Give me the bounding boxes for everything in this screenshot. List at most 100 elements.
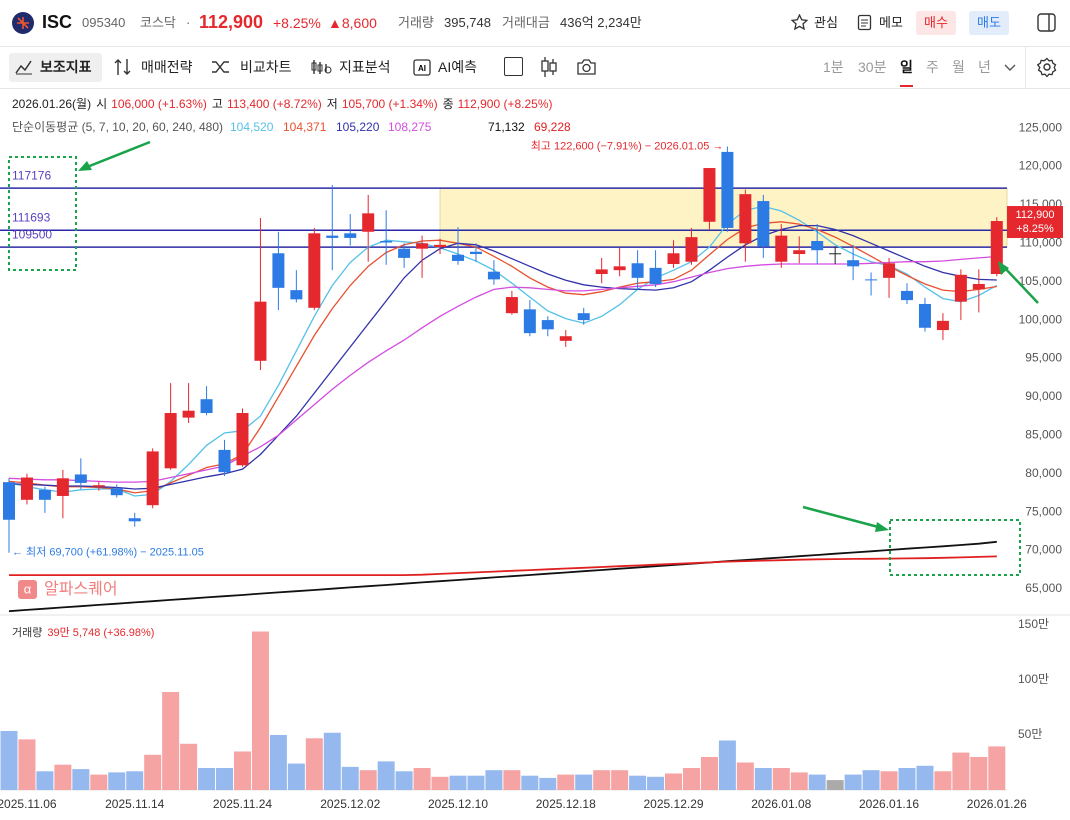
y-tick-label: 70,000 bbox=[1025, 543, 1062, 557]
volume-bar bbox=[970, 756, 988, 790]
ma-line bbox=[8, 255, 997, 483]
volume-bar bbox=[844, 774, 862, 790]
chart: 2026.01.26(월) 시 106,000 (+1.63%) 고 113,400 (… bbox=[0, 97, 1070, 811]
volume-bar bbox=[629, 775, 647, 790]
volume-bar bbox=[216, 767, 234, 790]
candle-body bbox=[757, 201, 770, 247]
volume-bar bbox=[449, 775, 467, 790]
toolbar-item[interactable]: 보조지표 bbox=[40, 59, 92, 75]
watermark: 알파스퀘어 bbox=[44, 580, 118, 598]
stock-code: 095340 bbox=[82, 15, 126, 30]
checkbox[interactable] bbox=[504, 57, 523, 76]
candle-body bbox=[74, 474, 87, 483]
chevron[interactable] bbox=[1004, 63, 1016, 72]
ohlc-info: 2026.01.26(월) 시 106,000 (+1.63%) 고 113,400 (… bbox=[12, 97, 553, 111]
volume-tick-label: 50만 bbox=[1018, 727, 1042, 741]
market: 코스닥 bbox=[140, 15, 176, 30]
arrow-head bbox=[998, 261, 1009, 275]
y-tick-label: 125,000 bbox=[1019, 120, 1063, 134]
buy-button[interactable]: 매수 bbox=[916, 11, 956, 35]
candle-body bbox=[362, 213, 375, 232]
toolbar: 보조지표 매매전략 비교차트 지표분석 AI AI예측 1분 30분 일 주 월… bbox=[0, 47, 1070, 89]
info-value: 113,400 (+8.72%) bbox=[227, 97, 322, 111]
volume-bar bbox=[862, 770, 880, 790]
ma-legend-value: 108,275 bbox=[388, 120, 432, 134]
settings-icon[interactable] bbox=[1037, 57, 1057, 77]
volume-bar bbox=[18, 739, 36, 790]
volume-bar bbox=[718, 740, 736, 790]
volume-bar bbox=[808, 774, 826, 790]
x-tick-label: 2026.01.08 bbox=[751, 797, 811, 811]
candle-body bbox=[164, 413, 177, 469]
sell-button[interactable]: 매도 bbox=[969, 11, 1009, 35]
last-price-tag bbox=[1007, 206, 1063, 239]
memo-button[interactable]: 메모 bbox=[879, 15, 903, 30]
candle-body bbox=[434, 244, 447, 248]
change-pct: +8.25% bbox=[273, 15, 321, 31]
y-tick-label: 120,000 bbox=[1019, 159, 1063, 173]
ai-icon: AI bbox=[413, 59, 431, 76]
volume-bar bbox=[682, 767, 700, 790]
info-label: 저 bbox=[327, 97, 338, 111]
low-note: ← 최저 69,700 (+61.98%) − 2025.11.05 bbox=[12, 546, 204, 559]
ma-legend-value: 104,520 bbox=[230, 120, 274, 134]
candle-body bbox=[613, 266, 626, 271]
period-tab[interactable]: 년 bbox=[978, 59, 991, 75]
candle-body bbox=[469, 251, 482, 255]
period-tab[interactable]: 월 bbox=[952, 59, 965, 75]
period-tab[interactable]: 주 bbox=[926, 59, 939, 75]
period-tab[interactable]: 1분 bbox=[823, 59, 844, 75]
period-tab-selected[interactable]: 일 bbox=[900, 57, 913, 87]
candle-body bbox=[793, 250, 806, 255]
volume-bar bbox=[341, 766, 359, 790]
toolbar-item[interactable]: 지표분석 bbox=[339, 59, 391, 75]
candle-body bbox=[110, 488, 123, 496]
panel-icon[interactable] bbox=[1037, 13, 1056, 32]
candle-body bbox=[344, 233, 357, 238]
candle-body bbox=[847, 260, 860, 267]
volume-bar bbox=[880, 771, 898, 790]
separator: · bbox=[186, 15, 191, 30]
info-label: 고 bbox=[212, 97, 223, 111]
candle-body bbox=[290, 290, 303, 300]
period-tab[interactable]: 30분 bbox=[858, 59, 887, 75]
toolbar-item[interactable]: AI예측 bbox=[438, 59, 477, 75]
candle-body bbox=[236, 413, 249, 466]
candle-body bbox=[398, 248, 411, 258]
candle-body bbox=[3, 482, 15, 520]
watermark-glyph: α bbox=[24, 581, 32, 596]
candle-body bbox=[559, 336, 572, 341]
level-label: 111693 bbox=[12, 210, 51, 224]
candle-body bbox=[218, 449, 231, 473]
arrow bbox=[1002, 265, 1039, 304]
volume-bar bbox=[180, 743, 198, 790]
y-tick-label: 80,000 bbox=[1025, 466, 1062, 480]
candle-body bbox=[739, 194, 752, 244]
header: ISC 095340 코스닥 · 112,900 +8.25% ▲8,600 거… bbox=[0, 0, 1070, 47]
arrow-head bbox=[875, 522, 889, 532]
arrow bbox=[802, 505, 883, 530]
x-tick-label: 2025.11.14 bbox=[105, 797, 164, 811]
candle-body bbox=[56, 478, 69, 496]
divider bbox=[1025, 47, 1026, 88]
candle-body bbox=[703, 168, 716, 222]
svg-text:AI: AI bbox=[418, 64, 426, 73]
volume-bar bbox=[485, 770, 503, 790]
candle-body bbox=[380, 240, 393, 243]
toolbar-item[interactable]: 비교차트 bbox=[240, 59, 292, 75]
y-tick-label: 90,000 bbox=[1025, 389, 1062, 403]
candle-body bbox=[667, 253, 680, 265]
volume-bar bbox=[359, 770, 377, 790]
volume-bar bbox=[772, 767, 790, 790]
candle-icon[interactable] bbox=[540, 56, 558, 78]
arrow bbox=[81, 140, 151, 171]
info-label: 종 bbox=[443, 97, 454, 111]
toolbar-item[interactable]: 매매전략 bbox=[141, 59, 193, 75]
watch-button[interactable]: 관심 bbox=[814, 15, 838, 30]
volume-tick-label: 150만 bbox=[1018, 617, 1049, 631]
x-tick-label: 2025.11.24 bbox=[213, 797, 272, 811]
candle-body bbox=[128, 518, 141, 522]
volume-bar bbox=[108, 772, 126, 790]
camera-icon[interactable] bbox=[576, 58, 597, 76]
